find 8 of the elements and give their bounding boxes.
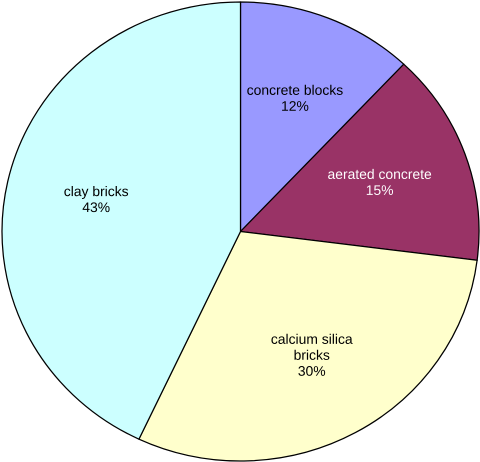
data-label: 30% bbox=[298, 366, 326, 376]
data-label: 12% bbox=[282, 101, 308, 111]
slice-label: concrete blocks bbox=[247, 84, 343, 95]
data-label: 43% bbox=[82, 202, 110, 212]
slice-label: calcium silica bricks bbox=[271, 334, 353, 360]
data-label: 15% bbox=[366, 185, 394, 196]
slice-label: clay bricks bbox=[64, 186, 128, 199]
slice-label: aerated concrete bbox=[328, 168, 432, 180]
